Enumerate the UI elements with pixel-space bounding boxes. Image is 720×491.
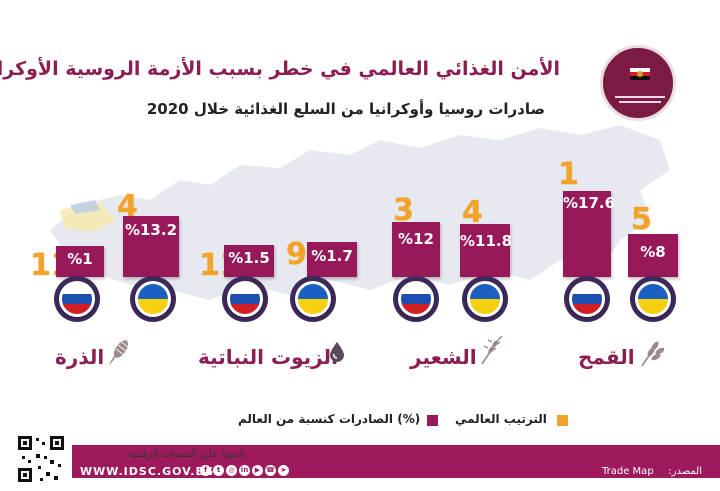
russia-flag-icon	[398, 281, 434, 317]
rank-wheat-ukraine: 5	[631, 202, 652, 237]
bar-oil-ukraine: %1.7	[307, 242, 357, 277]
bar-wheat-russia: %17.6	[563, 191, 616, 277]
twitter-icon[interactable]: t	[213, 465, 224, 476]
instagram-icon[interactable]: ◎	[226, 465, 237, 476]
whatsapp-icon[interactable]: ☎	[265, 465, 276, 476]
social-icons: f t ◎ in ▶ ☎ ➤	[200, 465, 289, 477]
bar-barley-ukraine: %11.8	[460, 224, 513, 277]
bar-wheat-ukraine: %8	[628, 234, 678, 277]
share-oil-russia: %1.5	[228, 249, 270, 267]
linkedin-icon[interactable]: in	[239, 465, 250, 476]
ukraine-flag-icon	[295, 281, 331, 317]
youtube-icon[interactable]: ▶	[252, 465, 263, 476]
rank-corn-ukraine: 4	[117, 189, 138, 224]
source-label: المصدر:	[668, 466, 702, 477]
corn-icon	[109, 340, 129, 365]
idsc-logo	[600, 45, 676, 121]
label-corn: الذرة	[55, 345, 105, 369]
telegram-icon[interactable]: ➤	[278, 465, 289, 476]
bar-oil-russia: %1.5	[224, 245, 274, 277]
share-barley-russia: %12	[398, 230, 434, 248]
rank-oil-ukraine: 9	[286, 237, 307, 272]
legend-share-label: (%) الصادرات كنسبة من العالم	[238, 412, 421, 426]
bar-corn-ukraine: %13.2	[123, 216, 179, 277]
label-wheat: القمح	[578, 345, 635, 369]
ukraine-flag-icon	[467, 281, 503, 317]
wheat-icon	[641, 341, 664, 367]
share-corn-ukraine: %13.2	[124, 221, 178, 239]
russia-flag-icon	[59, 281, 95, 317]
share-wheat-ukraine: %8	[640, 243, 666, 261]
legend-rank-swatch	[557, 415, 568, 426]
source-value: Trade Map	[602, 466, 654, 477]
ukraine-flag-icon	[135, 281, 171, 317]
rank-barley-russia: 3	[393, 193, 414, 228]
label-barley: الشعير	[410, 345, 477, 369]
rank-wheat-russia: 1	[558, 157, 579, 192]
facebook-icon[interactable]: f	[200, 465, 211, 476]
page-subtitle: صادرات روسيا وأوكرانيا من السلع الغذائية…	[146, 100, 545, 118]
share-oil-ukraine: %1.7	[311, 247, 353, 265]
russia-ukraine-map	[50, 125, 670, 300]
eagle-icon	[630, 68, 650, 80]
oil-drop-icon	[330, 342, 344, 362]
share-corn-russia: %1	[67, 250, 93, 268]
rank-barley-ukraine: 4	[462, 195, 483, 230]
page-title: الأمن الغذائي العالمي في خطر بسبب الأزمة…	[0, 58, 560, 80]
label-vegetable-oils: الزيوت النباتية	[198, 345, 338, 369]
russia-flag-icon	[227, 281, 263, 317]
legend-share-swatch	[427, 415, 438, 426]
russia-flag-icon	[569, 281, 605, 317]
bar-barley-russia: %12	[392, 222, 440, 277]
qr-code[interactable]	[16, 434, 66, 484]
ukraine-flag-icon	[635, 281, 671, 317]
logo-lettering	[615, 96, 665, 103]
share-barley-ukraine: %11.8	[460, 232, 513, 250]
legend-rank-label: الترتيب العالمي	[455, 412, 547, 426]
footer-bar	[72, 445, 720, 478]
share-wheat-russia: %17.6	[563, 194, 616, 212]
bar-corn-russia: %1	[56, 246, 104, 277]
website-link[interactable]: WWW.IDSC.GOV.EG	[80, 465, 214, 478]
barley-icon	[481, 336, 503, 365]
follow-us-text: تابعونا على المنصات الرقمية	[128, 449, 246, 460]
